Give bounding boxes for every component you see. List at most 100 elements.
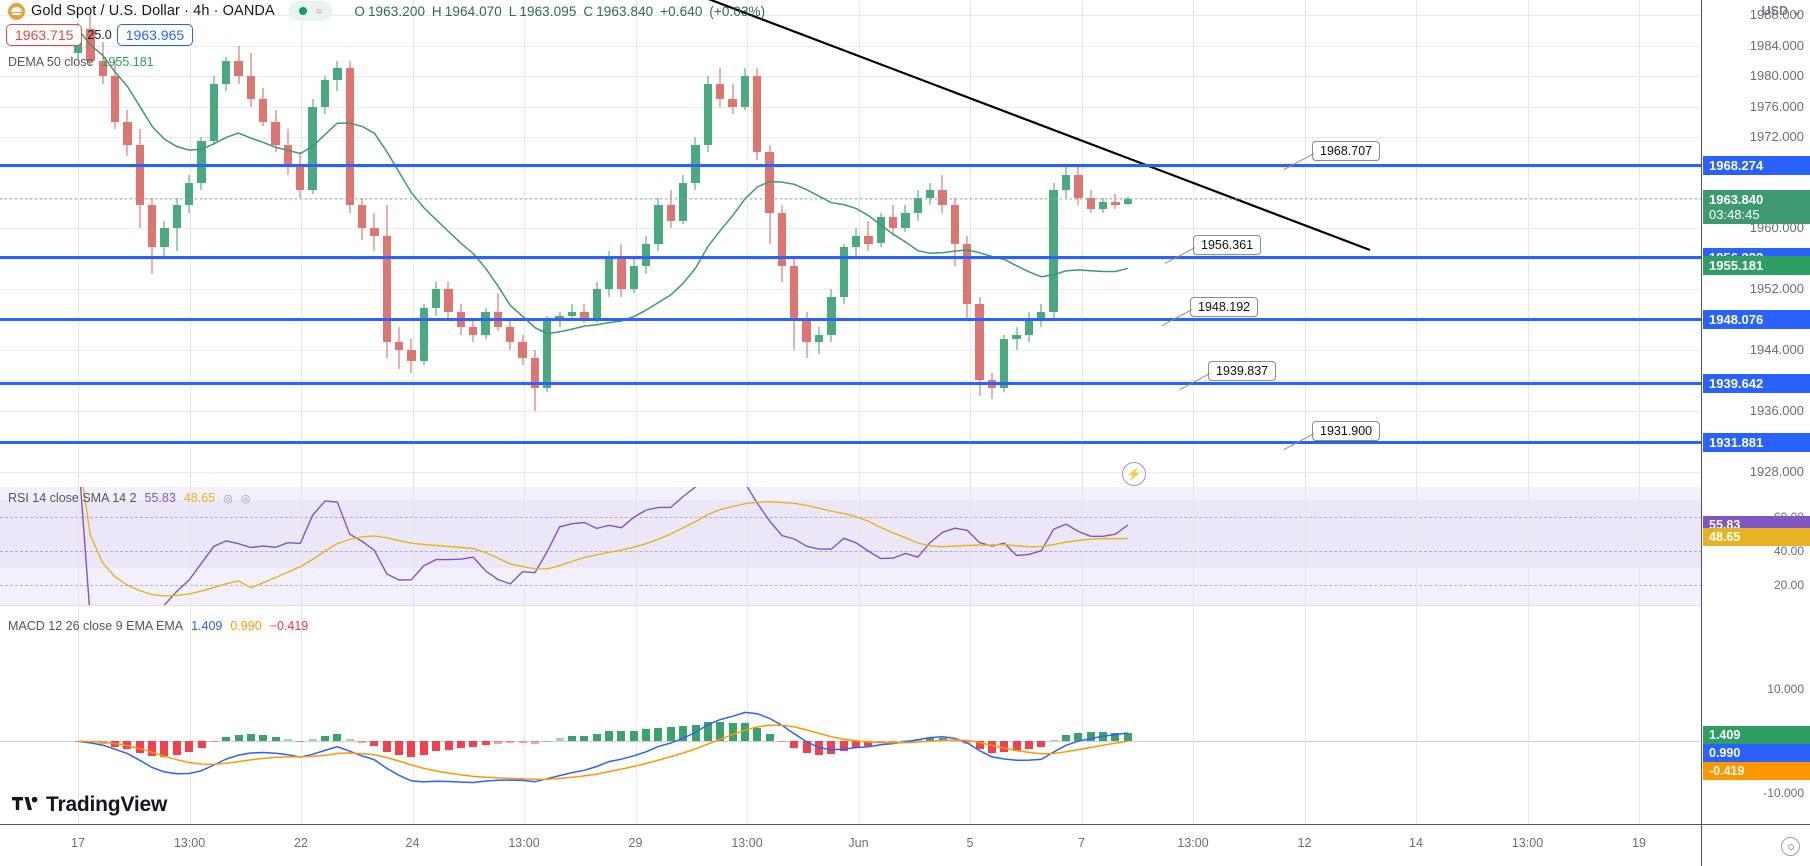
open-label: O: [354, 3, 365, 19]
candlestick: [678, 0, 688, 487]
rsi-level-line: [0, 584, 1702, 586]
market-status-pill[interactable]: ≈: [288, 1, 333, 21]
candle-body: [123, 121, 132, 145]
support-resistance-line[interactable]: [0, 255, 1702, 259]
candle-body: [678, 182, 688, 221]
price-axis-badge[interactable]: 1948.076: [1703, 310, 1810, 329]
macd-legend-name: MACD 12 26 close 9 EMA EMA: [8, 619, 184, 633]
price-axis[interactable]: USD ⌄ 1988.000 1984.000 1980.000 1976.000 19…: [1701, 0, 1810, 824]
candle-body: [666, 205, 675, 221]
candlestick: [209, 0, 219, 487]
ask-price[interactable]: 1963.965: [116, 24, 194, 46]
price-annotation-label[interactable]: 1956.361: [1193, 235, 1262, 255]
candle-body: [370, 228, 379, 236]
rsi-pane[interactable]: [0, 487, 1702, 605]
macd-histogram-bar: [111, 741, 120, 747]
currency-label[interactable]: USD ⌄: [1761, 4, 1802, 18]
price-axis-badge[interactable]: 1963.840 03:48:45: [1703, 190, 1810, 225]
macd-histogram-bar: [419, 741, 428, 755]
macd-histogram-bar: [790, 741, 799, 748]
candle-body: [333, 68, 342, 80]
rsi-settings-icon[interactable]: ◎: [240, 492, 251, 505]
macd-histogram-bar: [246, 734, 255, 742]
candle-body: [357, 205, 367, 229]
candle-body: [1024, 319, 1034, 335]
candlestick: [728, 0, 737, 487]
support-resistance-line[interactable]: [0, 381, 1702, 385]
candlestick: [740, 0, 750, 487]
time-axis-tick: 12: [1297, 836, 1312, 850]
candlestick: [320, 0, 330, 487]
bid-price[interactable]: 1963.715: [6, 24, 83, 46]
support-resistance-line[interactable]: [0, 440, 1702, 444]
rsi-axis-tick: 20.00: [1773, 577, 1804, 592]
macd-pane[interactable]: [0, 606, 1702, 824]
macd-legend[interactable]: MACD 12 26 close 9 EMA EMA 1.409 0.990 −…: [8, 619, 308, 633]
macd-signal-value: 0.990: [230, 619, 262, 633]
macd-axis-badge[interactable]: 0.990: [1703, 743, 1810, 762]
candlestick: [654, 0, 663, 487]
gear-icon[interactable]: [1781, 837, 1800, 856]
candle-body: [234, 60, 243, 77]
price-axis-badge[interactable]: 1968.274: [1703, 156, 1810, 176]
support-resistance-line[interactable]: [0, 317, 1702, 321]
price-axis-badge[interactable]: 1931.881: [1703, 433, 1810, 453]
macd-histogram-bar: [382, 741, 391, 752]
price-annotation-label[interactable]: 1968.707: [1312, 141, 1381, 161]
macd-histogram-bar: [901, 740, 910, 742]
price-pane[interactable]: [0, 0, 1702, 487]
candle-body: [963, 243, 972, 305]
candle-body: [110, 76, 120, 122]
dema-legend[interactable]: DEMA 50 close 1955.181: [8, 55, 154, 69]
candlestick: [580, 0, 589, 487]
gridline-vertical: [1639, 487, 1640, 605]
macd-histogram-bar: [654, 727, 663, 742]
macd-histogram-bar: [1086, 732, 1095, 742]
lightning-bolt-icon[interactable]: ⚡: [1122, 462, 1146, 486]
dema-legend-value: 1955.181: [101, 55, 154, 69]
price-annotation-label[interactable]: 1948.192: [1190, 297, 1259, 317]
candlestick: [950, 0, 960, 487]
macd-histogram-bar: [568, 736, 576, 742]
price-axis-tick: 1936.000: [1749, 402, 1804, 418]
price-axis-badge[interactable]: 1955.181: [1703, 255, 1810, 275]
support-resistance-line[interactable]: [0, 163, 1702, 167]
candlestick: [1012, 0, 1021, 487]
gridline-vertical: [524, 606, 525, 824]
time-axis-settings-area[interactable]: [1701, 825, 1810, 866]
macd-axis-badge[interactable]: -0.419: [1703, 761, 1810, 780]
time-axis[interactable]: 17 13:00 22 24 13:00 29 13:00 Jun 5 7 13:00 12 14 13:…: [0, 824, 1810, 866]
rsi-visibility-icon[interactable]: ◎: [223, 492, 233, 505]
gridline-vertical: [1416, 0, 1417, 487]
rsi-sma-value: 48.65: [183, 491, 216, 505]
price-annotation-label[interactable]: 1931.900: [1312, 421, 1381, 441]
rsi-legend[interactable]: RSI 14 close SMA 14 2 55.83 48.65 ◎ ◎: [8, 491, 250, 505]
candle-body: [209, 83, 219, 141]
symbol-title[interactable]: Gold Spot / U.S. Dollar · 4h · OANDA: [31, 3, 275, 19]
gridline-vertical: [78, 487, 79, 605]
candlestick: [333, 0, 342, 487]
candlestick: [296, 0, 305, 487]
candle-body: [1074, 175, 1083, 198]
time-axis-tick: 5: [966, 836, 974, 850]
macd-axis-badge[interactable]: 1.409: [1703, 725, 1810, 744]
candlestick: [1024, 0, 1034, 487]
candlestick: [370, 0, 379, 487]
macd-histogram-bar: [358, 741, 367, 744]
candlestick: [1086, 0, 1095, 487]
candlestick: [901, 0, 910, 487]
close-value: 1963.840: [596, 3, 654, 19]
time-axis-tick: 13:00: [173, 836, 206, 850]
candle-body: [950, 205, 960, 244]
gridline-vertical: [970, 606, 971, 824]
rsi-axis-badge[interactable]: 48.65: [1703, 528, 1810, 547]
candlestick: [283, 0, 293, 487]
candle-body: [1098, 201, 1108, 210]
macd-histogram-bar: [963, 741, 972, 744]
price-annotation-label[interactable]: 1939.837: [1208, 361, 1277, 381]
price-axis-badge[interactable]: 1939.642: [1703, 374, 1810, 394]
macd-histogram-bar: [1000, 741, 1009, 753]
candlestick: [975, 0, 984, 487]
macd-histogram-bar: [1062, 734, 1070, 742]
macd-histogram-bar: [283, 738, 292, 742]
